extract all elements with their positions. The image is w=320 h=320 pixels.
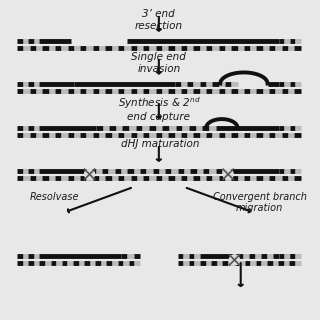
Circle shape [223,169,233,179]
Text: Convergent branch
migration: Convergent branch migration [213,192,307,213]
Circle shape [229,255,239,265]
Text: Synthesis & 2$^{nd}$
end capture: Synthesis & 2$^{nd}$ end capture [117,95,200,122]
Text: 3’ end
resection: 3’ end resection [135,9,183,31]
Text: Single end
invasion: Single end invasion [132,52,186,74]
Circle shape [84,169,95,179]
Text: dHJ maturation: dHJ maturation [121,140,200,149]
Text: Resolvase: Resolvase [30,192,80,202]
